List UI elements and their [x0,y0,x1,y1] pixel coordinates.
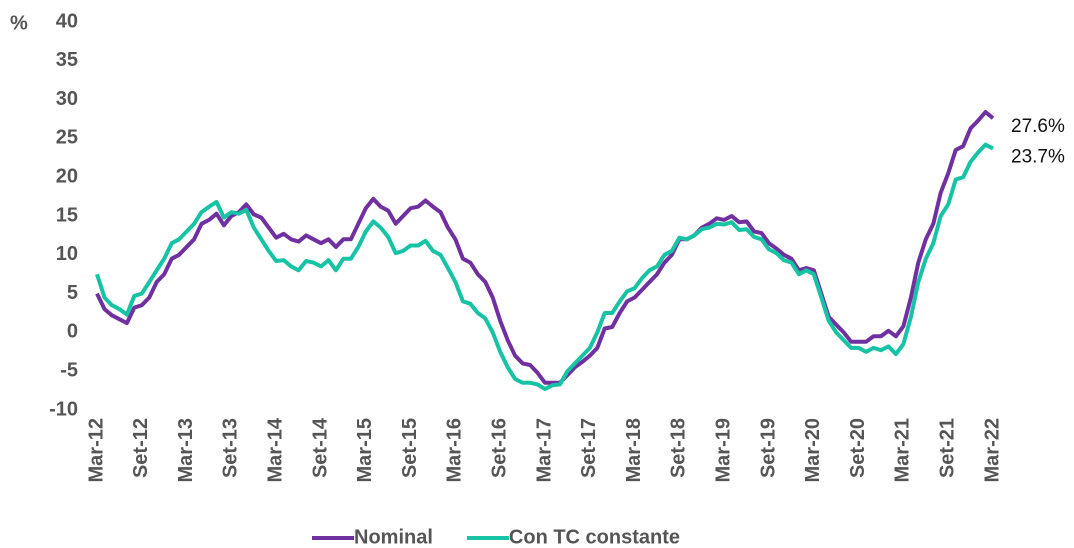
y-tick-label: 35 [56,49,78,71]
y-tick-label: 15 [56,204,78,226]
x-tick-label: Mar-17 [533,418,555,482]
x-tick-label: Set-19 [757,418,779,478]
x-tick-label: Mar-12 [85,418,107,482]
y-tick-label: 25 [56,127,78,149]
x-tick-label: Set-12 [130,418,152,478]
value-label: 27.6% [1011,116,1065,137]
x-tick-label: Set-13 [220,418,242,478]
x-tick-label: Set-16 [488,418,510,478]
y-tick-label: 40 [56,10,78,32]
x-tick-label: Set-17 [578,418,600,478]
y-tick-label: 20 [56,165,78,187]
y-tick-label: -10 [49,398,78,420]
line [95,142,994,391]
x-tick-label: Mar-22 [981,418,1003,482]
x-tick-label: Mar-19 [712,418,734,482]
x-tick-label: Mar-16 [444,418,466,482]
y-tick-label: 30 [56,88,78,110]
x-tick-label: Set-18 [668,418,690,478]
x-tick-label: Set-21 [936,418,958,478]
y-tick-label: -5 [60,359,78,381]
x-tick-label: Mar-21 [892,418,914,482]
y-tick-label: 10 [56,243,78,265]
y-tick-label: 0 [67,321,78,343]
legend-label: Con TC constante [509,526,680,548]
x-tick-label: Mar-18 [623,418,645,482]
x-tick-label: Mar-14 [264,417,286,482]
x-tick-label: Set-14 [309,417,331,478]
y-axis-label: % [10,12,28,34]
line [95,110,995,385]
x-tick-label: Mar-20 [802,418,824,482]
value-label: 23.7% [1011,147,1065,168]
x-tick-label: Mar-15 [354,418,376,482]
x-tick-label: Mar-13 [175,418,197,482]
legend-label: Nominal [354,526,433,548]
x-tick-label: Set-20 [847,418,869,478]
x-tick-label: Set-15 [399,418,421,478]
y-tick-label: 5 [67,282,78,304]
